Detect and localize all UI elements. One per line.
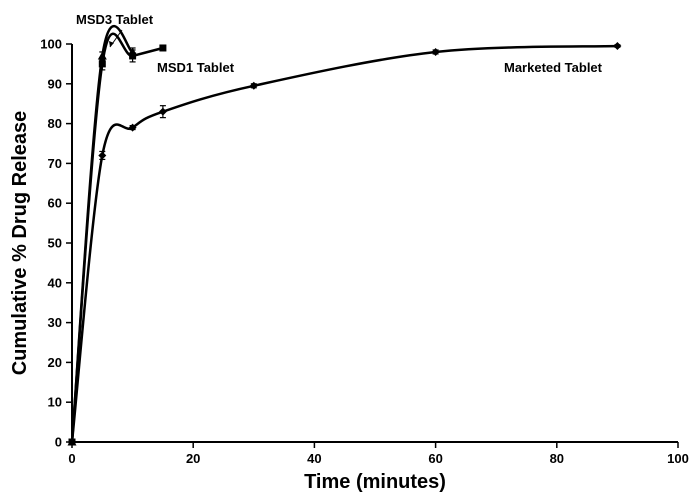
diamond-marker	[98, 151, 107, 160]
y-tick-label: 40	[48, 275, 62, 290]
y-tick-label: 0	[55, 435, 62, 450]
y-axis-title: Cumulative % Drug Release	[9, 111, 31, 376]
series-label: MSD1 Tablet	[157, 60, 235, 75]
series-line	[70, 44, 619, 444]
y-tick-label: 80	[48, 116, 62, 131]
x-tick-label: 0	[68, 451, 75, 466]
series-line	[70, 32, 165, 444]
y-tick-label: 20	[48, 355, 62, 370]
x-axis-title: Time (minutes)	[304, 471, 446, 493]
y-tick-label: 60	[48, 196, 62, 211]
diamond-marker	[613, 41, 622, 50]
x-tick-label: 20	[186, 451, 200, 466]
series-label: MSD3 Tablet	[76, 12, 154, 27]
y-tick-label: 70	[48, 156, 62, 171]
diamond-marker	[158, 107, 167, 116]
square-marker	[98, 60, 106, 68]
series-square	[68, 32, 167, 446]
labels-layer: MSD3 Tablet MSD1 Tablet Marketed Tablet	[76, 12, 603, 75]
series-line	[70, 24, 134, 444]
msd3-label-arrowhead	[109, 41, 114, 47]
series-label: Marketed Tablet	[504, 60, 603, 75]
diamond-marker	[431, 47, 440, 56]
series-layer	[67, 24, 622, 446]
y-tick-label: 30	[48, 315, 62, 330]
ticks-layer: 0 10 20 30 40 50 60 70 80 90 100 0 20 40 60 80 100	[40, 37, 689, 467]
y-tick-label: 100	[40, 37, 62, 52]
y-tick-label: 10	[48, 395, 62, 410]
x-tick-label: 80	[550, 451, 564, 466]
x-tick-label: 40	[307, 451, 321, 466]
diamond-marker	[249, 81, 258, 90]
x-tick-label: 60	[428, 451, 442, 466]
x-tick-label: 100	[667, 451, 689, 466]
square-marker	[129, 52, 137, 60]
diamond-marker	[128, 123, 137, 132]
y-tick-label: 90	[48, 76, 62, 91]
series-diamond	[68, 41, 622, 446]
square-marker	[159, 44, 167, 52]
y-tick-label: 50	[48, 236, 62, 251]
